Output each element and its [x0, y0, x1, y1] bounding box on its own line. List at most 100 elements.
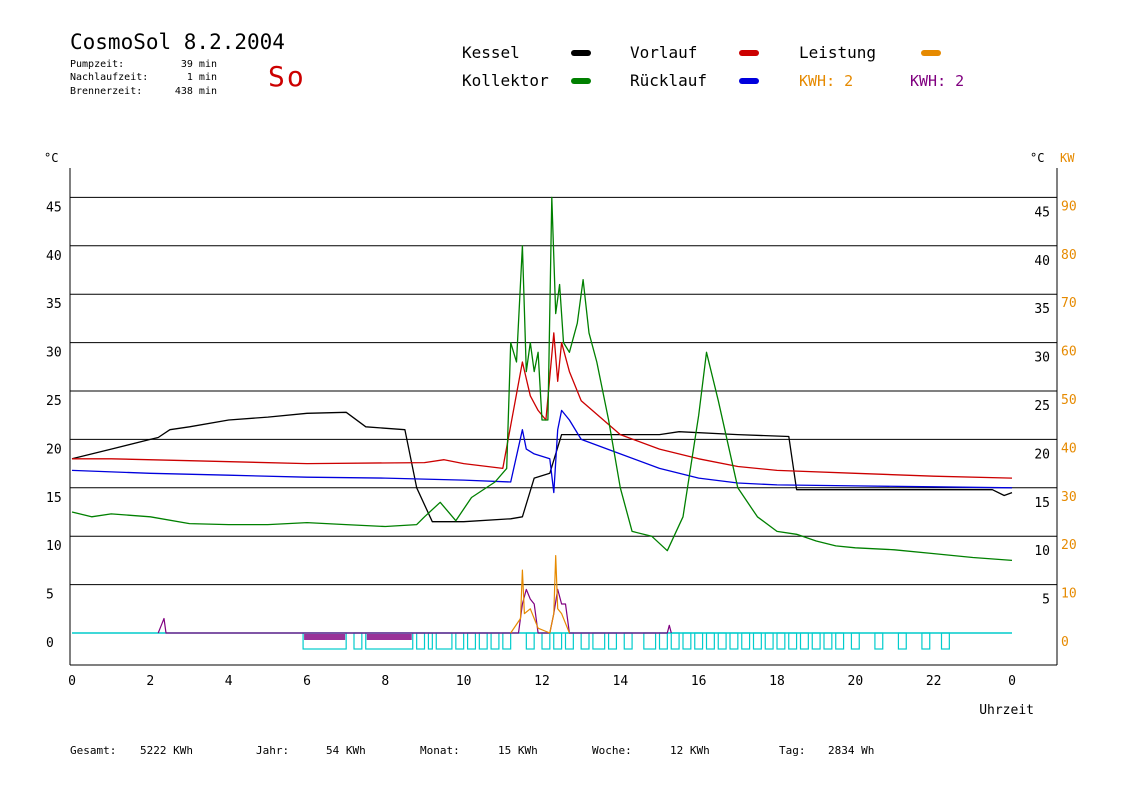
x-tick-label: 22 — [926, 674, 942, 689]
legend-leistung-label: Leistung — [799, 43, 877, 62]
kwh-orange-label: KWH: 2 — [799, 72, 854, 90]
legend-leistung-swatch — [921, 50, 941, 56]
pump-segment — [427, 632, 433, 650]
kwh-purple-label: KWH: 2 — [910, 72, 965, 90]
y-tick-left: 30 — [46, 346, 62, 361]
pump-segment — [705, 632, 715, 650]
y-axis-left-unit: °C — [44, 151, 58, 165]
x-tick-label: 0 — [1008, 674, 1016, 689]
pump-segment — [502, 632, 512, 650]
y-tick-power: 30 — [1061, 490, 1077, 505]
x-tick-label: 12 — [534, 674, 550, 689]
pump-segment — [823, 632, 833, 650]
x-tick-label: 6 — [303, 674, 311, 689]
x-tick-label: 2 — [146, 674, 154, 689]
y-tick-power: 10 — [1061, 587, 1077, 602]
pump-segment — [670, 632, 680, 650]
pump-segment — [764, 632, 774, 650]
pump-segment — [541, 632, 551, 650]
stat-jahr-value: 54 KWh — [326, 744, 366, 757]
pump-segment — [416, 632, 426, 650]
legend-vorlauf-label: Vorlauf — [630, 43, 698, 62]
burner-segment — [304, 634, 346, 640]
pump-segment — [623, 632, 633, 650]
y-tick-left: 45 — [46, 200, 62, 215]
pump-segment — [776, 632, 786, 650]
x-tick-label: 8 — [381, 674, 389, 689]
brennerzeit-label: Brennerzeit: — [70, 86, 143, 97]
y-tick-left: 20 — [46, 442, 62, 457]
stat-monat-value: 15 KWh — [498, 744, 538, 757]
series-kessel-line — [71, 411, 1013, 523]
y-tick-right: 25 — [1034, 399, 1050, 414]
y-tick-power: 40 — [1061, 441, 1077, 456]
y-tick-right: 10 — [1034, 544, 1050, 559]
pump-segment — [682, 632, 692, 650]
pump-segment — [435, 632, 453, 650]
y-tick-power: 20 — [1061, 538, 1077, 553]
nachlaufzeit-value: 1 min — [186, 72, 217, 83]
y-tick-left: 5 — [46, 588, 54, 603]
pump-segment — [694, 632, 704, 650]
page-title: CosmoSol 8.2.2004 — [70, 30, 285, 54]
y-tick-right: 45 — [1034, 205, 1050, 220]
x-tick-label: 18 — [769, 674, 785, 689]
y-tick-power: 70 — [1061, 296, 1077, 311]
pump-segment — [490, 632, 500, 650]
series-vorlauf-line — [72, 332, 1013, 479]
y-tick-right: 5 — [1042, 593, 1050, 608]
y-tick-left: 35 — [46, 297, 62, 312]
pump-segment — [729, 632, 739, 650]
y-tick-right: 20 — [1034, 447, 1050, 462]
pump-segment — [580, 632, 590, 650]
x-axis-label: Uhrzeit — [979, 703, 1034, 718]
pump-segment — [850, 632, 860, 650]
y-tick-power: 0 — [1061, 635, 1069, 650]
y-tick-left: 15 — [46, 491, 62, 506]
weekday-label: So — [268, 60, 306, 93]
pump-segment — [921, 632, 931, 650]
legend-kessel-swatch — [571, 50, 591, 56]
pumpzeit-label: Pumpzeit: — [70, 59, 125, 70]
y-axis-right-unit: °C — [1030, 151, 1044, 165]
pump-segment — [741, 632, 751, 650]
series-ruecklauf-line — [71, 409, 1013, 494]
y-tick-power: 90 — [1061, 199, 1077, 214]
y-tick-right: 30 — [1034, 351, 1050, 366]
y-tick-right: 15 — [1034, 496, 1050, 511]
pump-segment — [525, 632, 535, 650]
y-tick-left: 25 — [46, 394, 62, 409]
x-tick-label: 16 — [691, 674, 707, 689]
stat-tag-label: Tag: — [779, 744, 806, 757]
pump-segment — [874, 632, 884, 650]
series-leistung-line — [510, 554, 570, 634]
y-tick-power: 60 — [1061, 345, 1077, 360]
stat-gesamt-value: 5222 KWh — [140, 744, 193, 757]
purple-trace-line — [157, 588, 672, 634]
pump-segment — [752, 632, 762, 650]
pump-segment — [658, 632, 668, 650]
y-axis-power-unit: KW — [1060, 151, 1075, 165]
pump-segment — [607, 632, 618, 650]
pump-segment — [353, 632, 363, 650]
series-kollektor-line — [71, 196, 1013, 562]
pump-segment — [455, 632, 465, 650]
pump-segment — [717, 632, 727, 650]
pump-segment — [478, 632, 488, 650]
stat-woche-value: 12 KWh — [670, 744, 710, 757]
legend-kessel-label: Kessel — [462, 43, 520, 62]
brennerzeit-value: 438 min — [174, 86, 217, 97]
pump-segment — [811, 632, 821, 650]
y-tick-power: 50 — [1061, 393, 1077, 408]
stat-monat-label: Monat: — [420, 744, 460, 757]
pump-segment — [940, 632, 950, 650]
y-tick-right: 35 — [1034, 302, 1050, 317]
x-tick-label: 14 — [613, 674, 629, 689]
burner-segment — [366, 634, 412, 640]
legend-kollektor-label: Kollektor — [462, 71, 549, 90]
y-tick-left: 10 — [46, 539, 62, 554]
x-tick-label: 0 — [68, 674, 76, 689]
pump-segment — [835, 632, 845, 650]
stat-jahr-label: Jahr: — [256, 744, 290, 757]
